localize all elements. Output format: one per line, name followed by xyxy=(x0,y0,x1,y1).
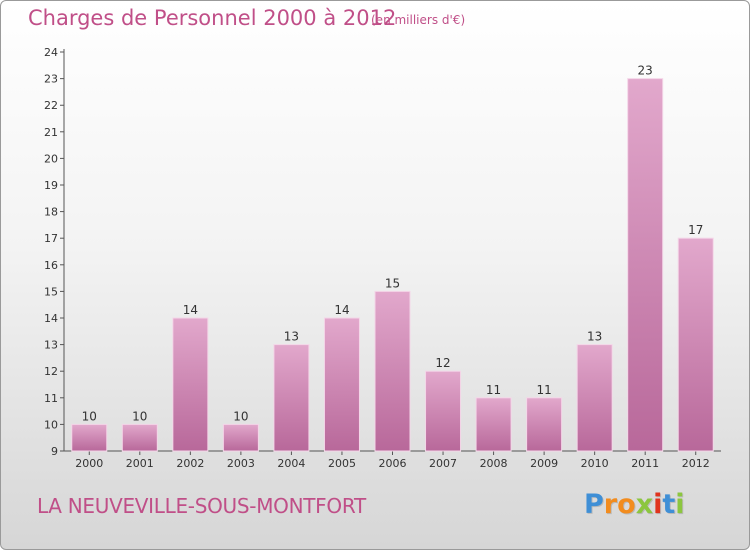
x-tick-label: 2003 xyxy=(227,457,255,470)
bar-2011 xyxy=(627,78,664,452)
y-tick-label: 22 xyxy=(44,99,58,112)
bar-2012 xyxy=(677,237,714,452)
x-tick-label: 2004 xyxy=(277,457,305,470)
bar-2001 xyxy=(121,423,158,452)
bars: 10 10 14 10 13 14 15 12 11 11 13 23 17 xyxy=(71,64,714,452)
y-tick-label: 11 xyxy=(44,392,58,405)
bar-2000 xyxy=(71,423,108,452)
bar-value-label: 15 xyxy=(385,276,400,290)
x-tick-label: 2005 xyxy=(328,457,356,470)
y-tick-label: 14 xyxy=(44,312,58,325)
x-tick-label: 2006 xyxy=(379,457,407,470)
y-tick-label: 12 xyxy=(44,365,58,378)
bar-2004 xyxy=(273,344,310,452)
y-tick-label: 15 xyxy=(44,285,58,298)
bar-value-label: 11 xyxy=(486,383,501,397)
x-tick-label: 2010 xyxy=(581,457,609,470)
x-tick-label: 2008 xyxy=(480,457,508,470)
bar-value-label: 10 xyxy=(233,409,248,423)
x-tick-label: 2007 xyxy=(429,457,457,470)
logo-letter: r xyxy=(603,489,618,520)
x-tick-label: 2000 xyxy=(75,457,103,470)
bar-2009 xyxy=(526,397,563,452)
bar-value-label: 14 xyxy=(334,303,349,317)
commune-name: LA NEUVEVILLE-SOUS-MONTFORT xyxy=(37,494,366,518)
y-tick-label: 21 xyxy=(44,126,58,139)
logo-letter: P xyxy=(584,489,604,520)
logo-letter: i xyxy=(675,489,685,520)
chart-subtitle: (en milliers d'€) xyxy=(371,13,466,27)
bar-value-label: 13 xyxy=(284,330,299,344)
y-tick-label: 16 xyxy=(44,259,58,272)
bar-2002 xyxy=(172,317,209,452)
y-tick-label: 9 xyxy=(51,445,58,458)
logo-letter: i xyxy=(653,489,663,520)
y-tick-label: 13 xyxy=(44,339,58,352)
bar-value-label: 10 xyxy=(132,409,147,423)
proxiti-logo[interactable]: Proxiti xyxy=(584,489,685,520)
chart-title: Charges de Personnel 2000 à 2012 xyxy=(28,6,397,30)
bar-value-label: 23 xyxy=(638,64,653,78)
bar-value-label: 17 xyxy=(688,223,703,237)
y-tick-label: 10 xyxy=(44,418,58,431)
bar-2007 xyxy=(425,370,462,452)
bar-2008 xyxy=(475,397,512,452)
x-tick-label: 2012 xyxy=(682,457,710,470)
bar-2010 xyxy=(576,344,613,452)
x-tick-label: 2011 xyxy=(631,457,659,470)
x-tick-label: 2001 xyxy=(126,457,154,470)
y-tick-label: 17 xyxy=(44,232,58,245)
logo-letter: x xyxy=(635,489,654,520)
y-tick-label: 20 xyxy=(44,152,58,165)
y-tick-label: 18 xyxy=(44,206,58,219)
bar-value-label: 14 xyxy=(183,303,198,317)
logo-letter: o xyxy=(617,489,636,520)
y-tick-label: 23 xyxy=(44,73,58,86)
bar-2006 xyxy=(374,290,411,452)
bar-value-label: 13 xyxy=(587,330,602,344)
x-tick-label: 2009 xyxy=(530,457,558,470)
y-tick-label: 19 xyxy=(44,179,58,192)
bar-2005 xyxy=(323,317,360,452)
bar-value-label: 11 xyxy=(536,383,551,397)
logo-letter: t xyxy=(662,489,676,520)
bar-value-label: 10 xyxy=(82,409,97,423)
axes: 9 10 11 12 13 14 15 16 17 18 19 20 21 22 23 24 2000 2001 2… xyxy=(44,46,721,470)
bar-value-label: 12 xyxy=(435,356,450,370)
bar-2003 xyxy=(222,423,259,452)
x-tick-label: 2002 xyxy=(176,457,204,470)
y-tick-label: 24 xyxy=(44,46,58,59)
